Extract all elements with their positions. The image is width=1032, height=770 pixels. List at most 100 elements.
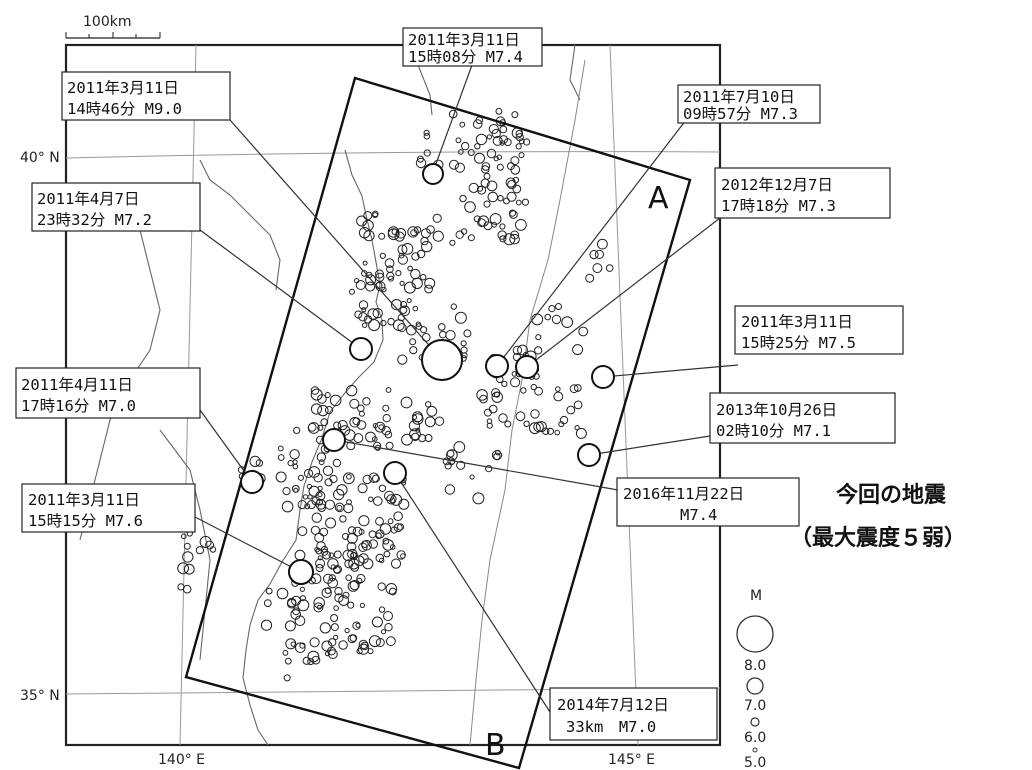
small-epicenter bbox=[472, 492, 485, 505]
small-epicenter bbox=[346, 532, 358, 544]
small-epicenter bbox=[349, 398, 360, 409]
small-epicenter bbox=[467, 149, 475, 156]
event-label-e10: 2011年3月11日 15時15分 M7.6 bbox=[21, 483, 196, 533]
small-epicenter bbox=[515, 143, 522, 150]
small-epicenter bbox=[333, 566, 341, 574]
epicenter-e10 bbox=[288, 559, 314, 585]
small-epicenter bbox=[569, 384, 579, 394]
small-epicenter bbox=[319, 622, 331, 634]
small-epicenter bbox=[509, 210, 518, 219]
small-epicenter bbox=[485, 465, 493, 473]
small-epicenter bbox=[321, 587, 332, 598]
small-epicenter bbox=[499, 135, 509, 144]
small-epicenter bbox=[572, 344, 584, 356]
small-epicenter bbox=[411, 277, 423, 289]
small-epicenter bbox=[342, 549, 355, 562]
small-epicenter bbox=[385, 583, 398, 595]
small-epicenter bbox=[354, 310, 363, 319]
small-epicenter bbox=[378, 232, 386, 240]
small-epicenter bbox=[286, 598, 297, 609]
small-epicenter bbox=[346, 499, 352, 506]
small-epicenter bbox=[424, 434, 433, 442]
small-epicenter bbox=[195, 546, 204, 555]
small-epicenter bbox=[481, 165, 490, 174]
small-epicenter bbox=[495, 107, 503, 115]
small-epicenter bbox=[277, 454, 285, 461]
small-epicenter bbox=[374, 421, 386, 433]
small-epicenter bbox=[491, 221, 498, 228]
event-e9-date: 2016年11月22日 bbox=[623, 485, 744, 503]
small-epicenter bbox=[289, 449, 300, 460]
small-epicenter bbox=[282, 650, 289, 656]
event-label-e8: 2013年10月26日 02時10分 M7.1 bbox=[709, 392, 896, 444]
small-epicenter bbox=[521, 198, 530, 206]
small-epicenter bbox=[362, 260, 368, 266]
small-epicenter bbox=[454, 311, 467, 324]
small-epicenter bbox=[397, 244, 408, 255]
small-epicenter bbox=[260, 619, 273, 631]
small-epicenter bbox=[347, 634, 357, 644]
small-epicenter bbox=[534, 346, 543, 355]
small-epicenter bbox=[349, 288, 355, 295]
small-epicenter bbox=[384, 623, 393, 632]
small-epicenter bbox=[381, 286, 387, 293]
small-epicenter bbox=[371, 616, 383, 628]
small-epicenter bbox=[384, 490, 395, 502]
small-epicenter bbox=[379, 252, 386, 259]
small-epicenter bbox=[292, 607, 301, 616]
small-epicenter bbox=[375, 269, 384, 279]
small-epicenter bbox=[336, 504, 343, 511]
small-epicenter bbox=[338, 595, 350, 606]
small-epicenter bbox=[597, 238, 608, 250]
small-epicenter bbox=[339, 515, 347, 523]
small-epicenter bbox=[255, 459, 264, 467]
small-epicenter bbox=[517, 344, 528, 356]
small-epicenter bbox=[368, 530, 377, 539]
small-epicenter bbox=[281, 500, 294, 513]
small-epicenter bbox=[453, 441, 466, 453]
small-epicenter bbox=[554, 429, 561, 436]
event-labels: 2011年3月11日 15時08分 M7.4 2011年3月11日 14時46分… bbox=[15, 27, 904, 741]
small-epicenter bbox=[360, 641, 369, 651]
small-epicenter bbox=[515, 219, 527, 231]
small-epicenter bbox=[338, 640, 348, 650]
small-epicenter bbox=[558, 421, 565, 428]
small-epicenter bbox=[498, 413, 508, 423]
epicenter-e3 bbox=[485, 354, 509, 378]
small-epicenter bbox=[399, 280, 405, 286]
current-event-title: 今回の地震 bbox=[836, 482, 947, 508]
event-e5-detail: 17時18分 M7.3 bbox=[721, 197, 836, 215]
small-epicenter bbox=[375, 638, 385, 647]
small-epicenter bbox=[313, 597, 326, 609]
small-epicenter bbox=[574, 425, 580, 431]
small-epicenter bbox=[317, 485, 323, 491]
small-epicenter bbox=[573, 400, 583, 410]
legend-mag-5: 5.0 bbox=[744, 755, 766, 770]
small-epicenter bbox=[390, 299, 403, 311]
small-epicenter bbox=[368, 472, 379, 483]
event-e4-detail: 23時32分 M7.2 bbox=[37, 211, 152, 229]
small-epicenter bbox=[355, 280, 366, 290]
small-epicenter bbox=[384, 258, 395, 269]
small-epicenter bbox=[356, 215, 368, 227]
small-epicenter bbox=[352, 526, 363, 537]
small-epicenter bbox=[472, 119, 483, 129]
event-e3-date: 2011年7月10日 bbox=[683, 88, 795, 106]
small-epicenter bbox=[389, 544, 396, 550]
small-epicenter bbox=[375, 516, 384, 526]
epicenter-e5 bbox=[515, 355, 539, 379]
small-epicenter bbox=[382, 537, 390, 545]
small-epicenter bbox=[508, 209, 517, 217]
small-epicenter bbox=[357, 483, 368, 494]
small-epicenter bbox=[460, 340, 467, 347]
event-e6-detail: 15時25分 M7.5 bbox=[741, 334, 856, 352]
small-epicenter bbox=[489, 213, 502, 225]
small-epicenter bbox=[401, 433, 413, 446]
small-epicenter bbox=[307, 658, 315, 666]
small-epicenter bbox=[407, 265, 413, 272]
small-epicenter bbox=[199, 535, 212, 548]
small-epicenter bbox=[358, 312, 368, 322]
small-epicenter bbox=[425, 401, 432, 408]
small-epicenter bbox=[347, 580, 359, 592]
